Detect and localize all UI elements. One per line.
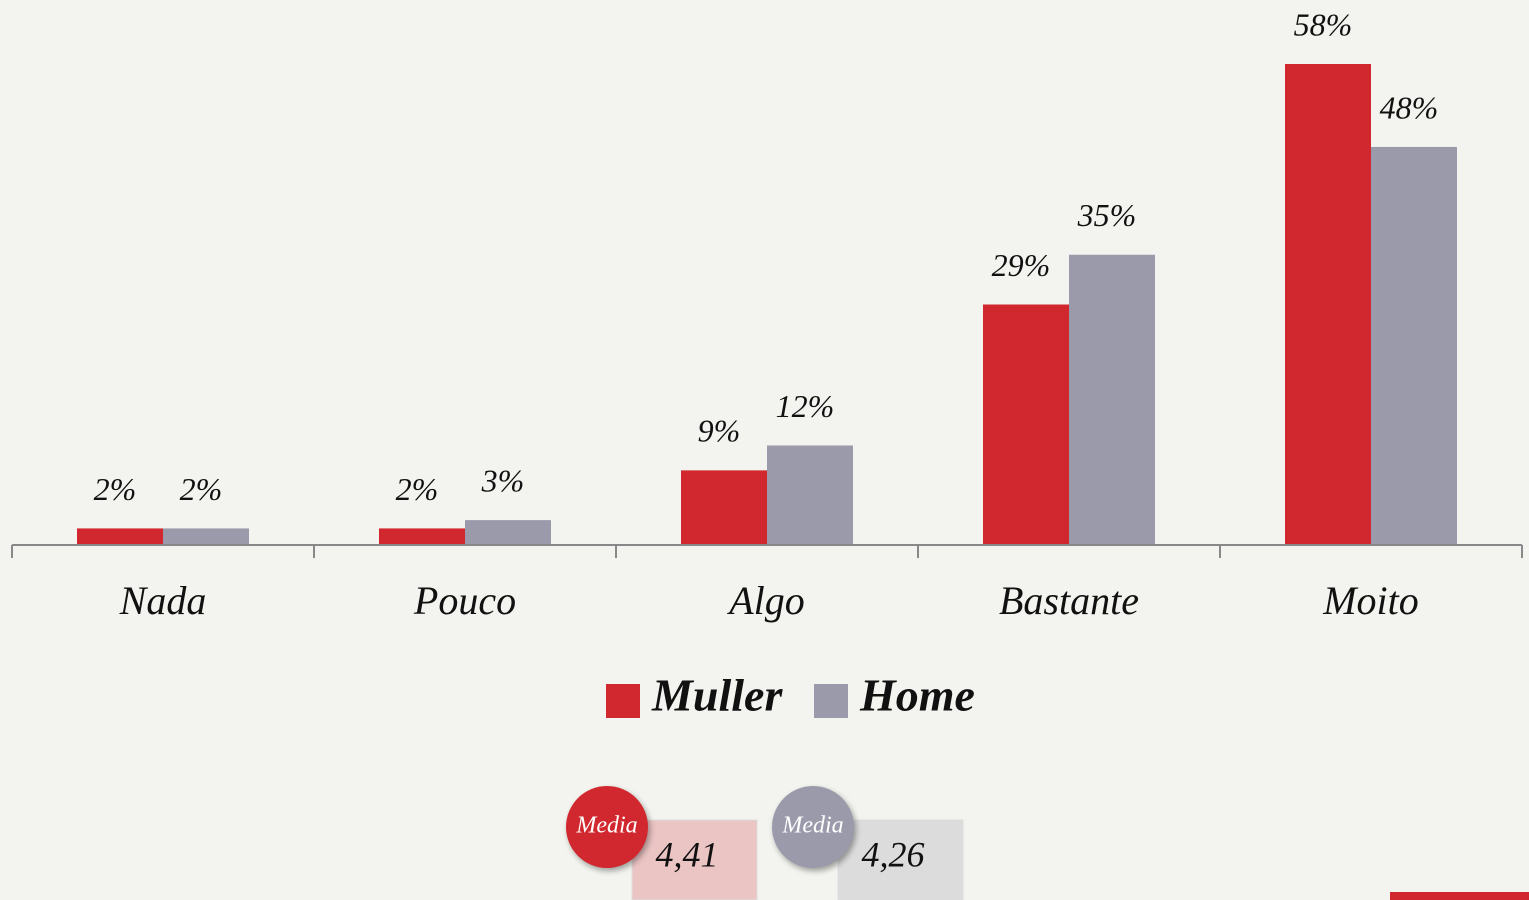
data-label: 12%: [776, 388, 835, 424]
legend-swatch: [814, 684, 848, 718]
legend-label: Home: [859, 670, 975, 721]
bar: [681, 470, 767, 545]
legend-swatch: [606, 684, 640, 718]
data-label: 2%: [180, 471, 223, 507]
average-value: 4,41: [656, 834, 719, 874]
badge-circle: [566, 786, 648, 868]
badge-label: Media: [575, 813, 637, 839]
bar: [767, 445, 853, 545]
decoration: [1390, 892, 1529, 900]
x-tick-label: Moito: [1322, 578, 1419, 623]
data-label: 29%: [992, 247, 1051, 283]
data-label: 48%: [1380, 89, 1439, 125]
legend-label: Muller: [651, 670, 783, 721]
bar: [1069, 254, 1155, 545]
bar: [379, 528, 465, 545]
badge-circle: [772, 786, 854, 868]
average-box: [837, 819, 964, 900]
average-value: 4,26: [862, 834, 925, 874]
bar: [1285, 64, 1371, 545]
x-tick-label: Algo: [726, 578, 805, 623]
bar: [983, 304, 1069, 545]
x-tick-label: Pouco: [413, 578, 516, 623]
bar: [77, 528, 163, 545]
data-label: 58%: [1294, 6, 1353, 42]
average-box: [631, 819, 758, 900]
x-tick-label: Bastante: [999, 578, 1139, 623]
badge-label: Media: [781, 813, 843, 839]
bar: [163, 528, 249, 545]
data-label: 35%: [1077, 197, 1137, 233]
data-label: 9%: [698, 413, 741, 449]
data-label: 3%: [481, 462, 525, 498]
bar: [465, 520, 551, 545]
data-label: 2%: [396, 471, 439, 507]
data-label: 2%: [94, 471, 137, 507]
bar: [1371, 146, 1457, 545]
x-tick-label: Nada: [119, 578, 207, 623]
